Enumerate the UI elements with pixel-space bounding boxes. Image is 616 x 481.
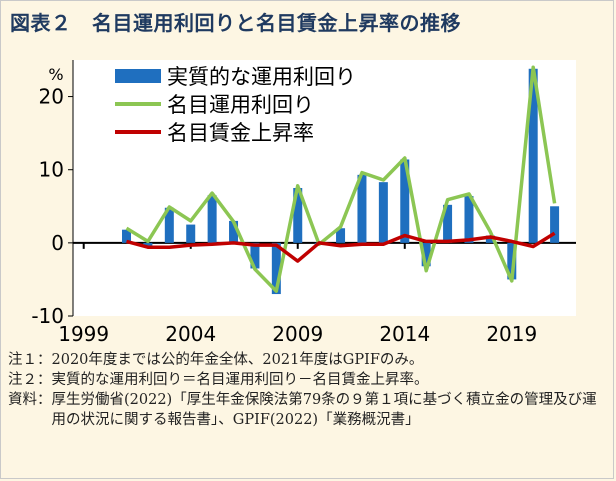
wage-growth-line xyxy=(126,231,556,263)
note-head: 注１： xyxy=(8,352,52,368)
bar xyxy=(357,174,367,243)
y-axis-unit: % xyxy=(48,65,63,84)
plot-area xyxy=(73,60,576,316)
bar xyxy=(443,204,453,243)
x-tick-label: 1999 xyxy=(58,322,109,346)
y-tick-label: 20 xyxy=(39,85,64,109)
bar xyxy=(378,182,388,243)
bar xyxy=(186,224,196,243)
bar xyxy=(229,220,239,243)
bar xyxy=(250,242,260,269)
x-tick-label: 2009 xyxy=(272,322,323,346)
y-tick-label: -10 xyxy=(31,304,64,328)
figure-title: 図表２ 名目運用利回りと名目賃金上昇率の推移 xyxy=(10,11,461,35)
notes: 注１： 2020年度までは公的年金全体、2021年度はGPIFのみ。 注２： 実質的な… xyxy=(8,350,608,430)
note-text: 2020年度までは公的年金全体、2021年度はGPIFのみ。 xyxy=(51,352,424,368)
note-head: 注２： xyxy=(8,372,52,388)
note-row: 注２： 実質的な運用利回り＝名目運用利回り－名目賃金上昇率。 xyxy=(8,370,608,390)
bar xyxy=(400,159,410,243)
note-row: 資料： 厚生労働省(2022)「厚生年金保険法第79条の９第１項に基づく積立金の管… xyxy=(8,390,608,430)
bar xyxy=(485,235,495,243)
bar xyxy=(164,207,174,243)
legend-label: 実質的な運用利回り xyxy=(167,65,356,89)
bar xyxy=(507,242,517,280)
note-head: 資料： xyxy=(8,392,52,408)
note-text: 実質的な運用利回り＝名目運用利回り－名目賃金上昇率。 xyxy=(51,372,429,388)
nominal-yield-line xyxy=(125,65,557,293)
bar xyxy=(143,242,153,247)
line-series xyxy=(125,65,557,293)
legend-label: 名目賃金上昇率 xyxy=(167,121,314,145)
x-tick-label: 2014 xyxy=(379,322,430,346)
bar-series xyxy=(122,68,560,295)
bar xyxy=(464,196,474,243)
bar xyxy=(421,242,431,267)
bar xyxy=(122,229,132,243)
x-tick-label: 2019 xyxy=(486,322,537,346)
y-tick-label: 0 xyxy=(51,231,64,255)
chart: -10 0 10 20% 1999 2004 2009 2014 2019 実質的な運用利回り名… xyxy=(31,60,576,346)
bar xyxy=(293,188,303,243)
x-tick-label: 2004 xyxy=(165,322,216,346)
legend-label: 名目運用利回り xyxy=(167,93,314,117)
bar xyxy=(336,228,346,243)
note-text: 厚生労働省(2022)「厚生年金保険法第79条の９第１項に基づく積立金の管理及び… xyxy=(51,392,597,428)
bar xyxy=(207,195,217,243)
y-tick-label: 10 xyxy=(39,158,64,182)
bar xyxy=(271,242,281,295)
bar xyxy=(550,206,560,243)
legend-swatch-bar xyxy=(115,69,161,83)
bar xyxy=(528,68,538,243)
note-row: 注１： 2020年度までは公的年金全体、2021年度はGPIFのみ。 xyxy=(8,350,608,370)
